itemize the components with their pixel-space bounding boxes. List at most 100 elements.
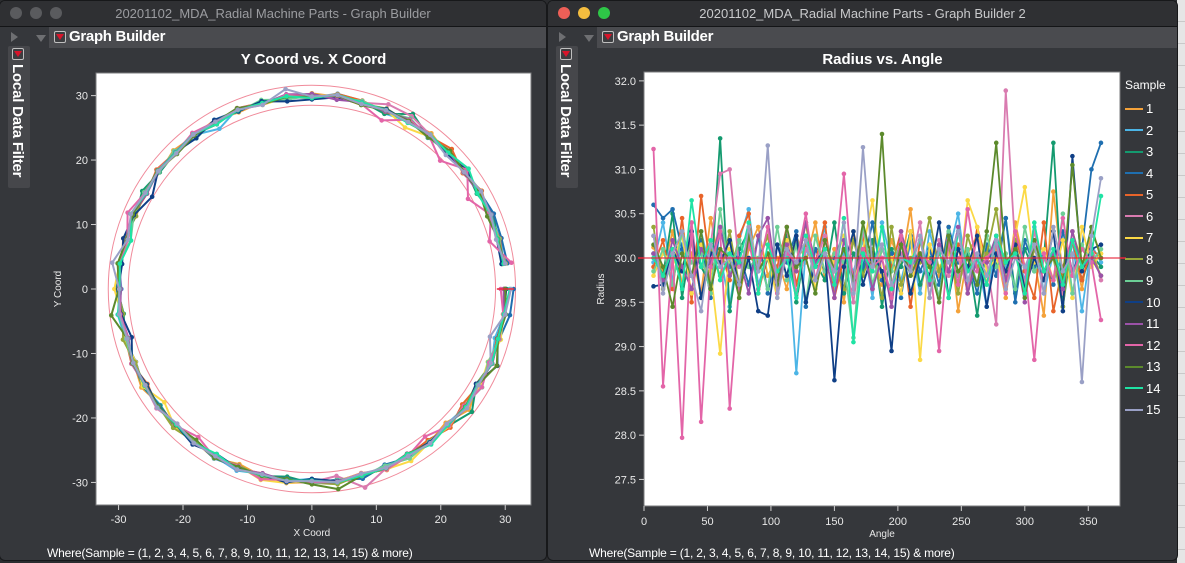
- legend-label: 11: [1146, 316, 1160, 332]
- svg-text:-20: -20: [175, 514, 191, 526]
- legend-label: 5: [1146, 187, 1154, 203]
- legend-item-sample-6[interactable]: 6: [1125, 206, 1166, 228]
- svg-text:29.0: 29.0: [615, 342, 636, 354]
- svg-text:0: 0: [641, 516, 647, 528]
- legend-item-sample-1[interactable]: 1: [1125, 98, 1166, 120]
- legend-swatch: [1125, 236, 1143, 239]
- collapse-outline-triangle-icon[interactable]: [584, 35, 594, 42]
- legend-swatch: [1125, 150, 1143, 153]
- legend-item-sample-9[interactable]: 9: [1125, 270, 1166, 292]
- zoom-button[interactable]: [598, 7, 610, 19]
- legend: Sample 1 2 3 4 5 6 7 8 9 10 11 12 13 14 15: [1125, 78, 1166, 421]
- svg-text:250: 250: [952, 516, 970, 528]
- red-triangle-menu-icon[interactable]: [560, 48, 572, 60]
- legend-item-sample-14[interactable]: 14: [1125, 378, 1166, 400]
- svg-text:0: 0: [309, 514, 315, 526]
- legend-swatch: [1125, 107, 1143, 110]
- zoom-button[interactable]: [50, 7, 62, 19]
- svg-text:30: 30: [499, 514, 511, 526]
- svg-text:Radius: Radius: [596, 273, 607, 304]
- legend-swatch: [1125, 344, 1143, 347]
- local-data-filter-tab[interactable]: Local Data Filter: [8, 46, 30, 188]
- legend-label: 7: [1146, 230, 1154, 246]
- window-title: 20201102_MDA_Radial Machine Parts - Grap…: [699, 6, 1026, 21]
- legend-label: 8: [1146, 251, 1154, 267]
- legend-label: 14: [1146, 380, 1161, 396]
- close-button[interactable]: [558, 7, 570, 19]
- outline-bar: Graph Builder: [0, 27, 546, 48]
- legend-swatch: [1125, 129, 1143, 132]
- svg-text:20: 20: [76, 155, 88, 167]
- where-clause: Where(Sample = (1, 2, 3, 4, 5, 6, 7, 8, …: [47, 546, 413, 560]
- legend-item-sample-15[interactable]: 15: [1125, 399, 1166, 421]
- minimize-button[interactable]: [30, 7, 42, 19]
- graph-builder-header: Graph Builder: [49, 27, 546, 48]
- svg-text:28.0: 28.0: [615, 430, 636, 442]
- svg-text:10: 10: [370, 514, 382, 526]
- red-triangle-menu-icon[interactable]: [54, 31, 66, 43]
- background-spreadsheet-edge: [1177, 0, 1185, 563]
- legend-swatch: [1125, 279, 1143, 282]
- legend-item-sample-10[interactable]: 10: [1125, 292, 1166, 314]
- legend-label: 2: [1146, 122, 1154, 138]
- legend-label: 4: [1146, 165, 1154, 181]
- radius-angle-chart: 32.0 31.5 31.0 30.5 30.0 29.5 29.0 28.5 28.0 27.5…: [596, 71, 1126, 540]
- legend-swatch: [1125, 387, 1143, 390]
- legend-swatch: [1125, 365, 1143, 368]
- legend-label: 3: [1146, 144, 1154, 160]
- outline-bar: Graph Builder: [548, 27, 1177, 48]
- legend-title: Sample: [1125, 78, 1166, 92]
- local-data-filter-label: Local Data Filter: [9, 64, 26, 178]
- chart-title: Y Coord vs. X Coord: [240, 51, 387, 68]
- svg-text:0: 0: [82, 284, 88, 296]
- legend-item-sample-4[interactable]: 4: [1125, 163, 1166, 185]
- minimize-button[interactable]: [578, 7, 590, 19]
- window-titlebar[interactable]: 20201102_MDA_Radial Machine Parts - Grap…: [548, 1, 1177, 27]
- legend-item-sample-3[interactable]: 3: [1125, 141, 1166, 163]
- window-controls: [558, 7, 610, 19]
- legend-label: 10: [1146, 294, 1161, 310]
- svg-text:31.5: 31.5: [615, 120, 636, 132]
- svg-text:30: 30: [76, 91, 88, 103]
- legend-item-sample-12[interactable]: 12: [1125, 335, 1166, 357]
- svg-text:28.5: 28.5: [615, 386, 636, 398]
- svg-text:Angle: Angle: [869, 529, 895, 540]
- legend-item-sample-8[interactable]: 8: [1125, 249, 1166, 271]
- legend-label: 6: [1146, 208, 1154, 224]
- graph-builder-title: Graph Builder: [617, 28, 714, 45]
- red-triangle-menu-icon[interactable]: [602, 31, 614, 43]
- red-triangle-menu-icon[interactable]: [12, 48, 24, 60]
- legend-item-sample-11[interactable]: 11: [1125, 313, 1166, 335]
- collapse-outline-triangle-icon[interactable]: [36, 35, 46, 42]
- legend-item-sample-13[interactable]: 13: [1125, 356, 1166, 378]
- svg-text:29.5: 29.5: [615, 297, 636, 309]
- legend-item-sample-5[interactable]: 5: [1125, 184, 1166, 206]
- legend-label: 9: [1146, 273, 1154, 289]
- graph-builder-window-2: 20201102_MDA_Radial Machine Parts - Grap…: [547, 0, 1178, 561]
- svg-text:300: 300: [1016, 516, 1034, 528]
- expand-filter-triangle-icon[interactable]: [11, 32, 18, 42]
- svg-text:-20: -20: [72, 413, 88, 425]
- legend-item-sample-7[interactable]: 7: [1125, 227, 1166, 249]
- window-controls: [10, 7, 62, 19]
- window-title: 20201102_MDA_Radial Machine Parts - Grap…: [115, 6, 431, 21]
- svg-text:350: 350: [1079, 516, 1097, 528]
- close-button[interactable]: [10, 7, 22, 19]
- svg-text:50: 50: [701, 516, 713, 528]
- svg-text:32.0: 32.0: [615, 76, 636, 88]
- legend-item-sample-2[interactable]: 2: [1125, 120, 1166, 142]
- local-data-filter-tab[interactable]: Local Data Filter: [556, 46, 578, 188]
- window-titlebar[interactable]: 20201102_MDA_Radial Machine Parts - Grap…: [0, 1, 546, 27]
- legend-swatch: [1125, 258, 1143, 261]
- svg-text:30.5: 30.5: [615, 209, 636, 221]
- svg-text:200: 200: [889, 516, 907, 528]
- svg-text:Y Coord: Y Coord: [53, 271, 64, 308]
- svg-text:X Coord: X Coord: [294, 528, 331, 539]
- graph-builder-title: Graph Builder: [69, 28, 166, 45]
- svg-text:-10: -10: [72, 348, 88, 360]
- svg-text:-30: -30: [111, 514, 127, 526]
- legend-swatch: [1125, 215, 1143, 218]
- expand-filter-triangle-icon[interactable]: [559, 32, 566, 42]
- xy-circle-chart: 30 20 10 0 -10 -20 -30 -30 -20 -10 0 10 20 30 X Coord Y…: [53, 72, 532, 539]
- legend-label: 13: [1146, 359, 1161, 375]
